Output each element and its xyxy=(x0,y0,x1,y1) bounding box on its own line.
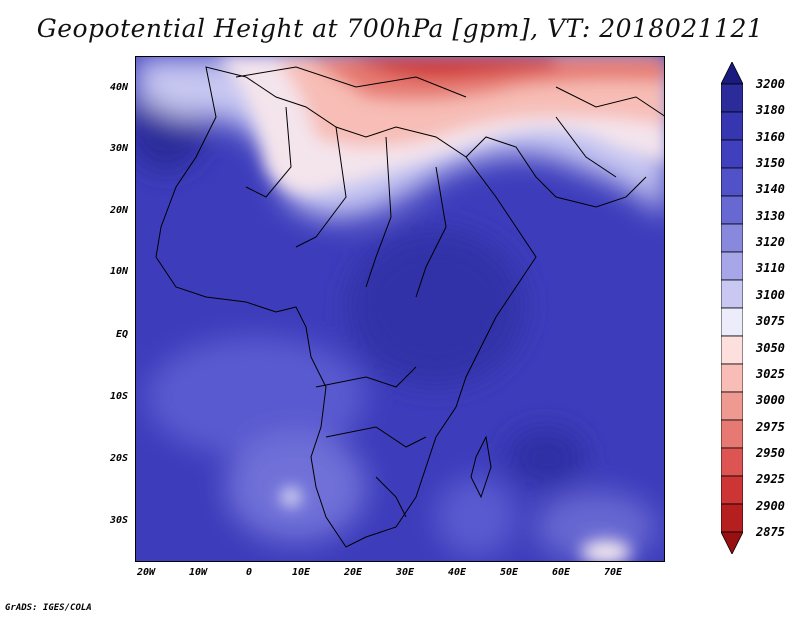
lat-label-20n: 20N xyxy=(109,205,128,216)
colorbar-label: 2875 xyxy=(756,525,785,539)
lon-label-30e: 30E xyxy=(395,567,415,578)
colorbar-segment xyxy=(721,531,743,554)
grads-footer: GrADS: IGES/COLA xyxy=(5,603,92,613)
colorbar-label: 3100 xyxy=(756,287,785,302)
colorbar-segment xyxy=(721,335,743,365)
lon-label-40e: 40E xyxy=(447,567,467,578)
colorbar-label: 3120 xyxy=(756,235,785,250)
colorbar-label: 2950 xyxy=(756,445,785,460)
colorbar-segment xyxy=(721,195,743,225)
colorbar-segment xyxy=(721,475,743,505)
colorbar-label: 3000 xyxy=(756,393,785,408)
colorbar-segment xyxy=(721,111,743,141)
colorbar-segment xyxy=(721,83,743,113)
map-panel xyxy=(135,56,665,562)
colorbar-segment xyxy=(721,62,743,85)
colorbar-label: 3130 xyxy=(756,208,785,223)
colorbar-label: 3075 xyxy=(756,314,785,329)
colorbar-label: 2900 xyxy=(756,498,785,513)
colorbar-segment xyxy=(721,503,743,533)
geopotential-field xyxy=(136,57,664,561)
colorbar-label: 3200 xyxy=(756,77,785,91)
lat-label-10n: 10N xyxy=(109,266,128,277)
lon-label-50e: 50E xyxy=(499,567,519,578)
colorbar-segment xyxy=(721,279,743,309)
lon-label-0: 0 xyxy=(245,567,253,578)
colorbar-label: 3110 xyxy=(756,261,785,276)
colorbar-label: 3180 xyxy=(756,103,785,118)
colorbar-segment xyxy=(721,307,743,337)
lat-label-30s: 30S xyxy=(109,515,128,526)
lat-label-10s: 10S xyxy=(109,391,128,402)
map-title: Geopotential Height at 700hPa [gpm], VT:… xyxy=(36,14,764,43)
lat-label-eq: EQ xyxy=(115,329,128,340)
lat-label-30n: 30N xyxy=(109,143,128,154)
lat-label-40n: 40N xyxy=(109,82,128,93)
lon-label-10e: 10E xyxy=(291,567,311,578)
colorbar-segment xyxy=(721,167,743,197)
lon-label-70e: 70E xyxy=(603,567,623,578)
colorbar-label: 3050 xyxy=(756,340,785,355)
colorbar-segment xyxy=(721,363,743,393)
colorbar-label: 2925 xyxy=(756,472,785,487)
colorbar-segment xyxy=(721,447,743,477)
colorbar-segment xyxy=(721,251,743,281)
lat-label-20s: 20S xyxy=(109,453,128,464)
colorbar-label: 2975 xyxy=(756,419,785,434)
lon-label-60e: 60E xyxy=(551,567,571,578)
lon-label-10w: 10W xyxy=(188,567,208,578)
colorbar-segment xyxy=(721,419,743,449)
colorbar-label: 3140 xyxy=(756,182,785,197)
colorbar-segment xyxy=(721,391,743,421)
colorbar-label: 3160 xyxy=(756,129,785,144)
colorbar-label: 3150 xyxy=(756,156,785,171)
colorbar-segment xyxy=(721,139,743,169)
lon-label-20e: 20E xyxy=(343,567,363,578)
colorbar-label: 3025 xyxy=(756,366,785,381)
lon-label-20w: 20W xyxy=(136,567,156,578)
colorbar xyxy=(721,62,743,554)
colorbar-segment xyxy=(721,223,743,253)
